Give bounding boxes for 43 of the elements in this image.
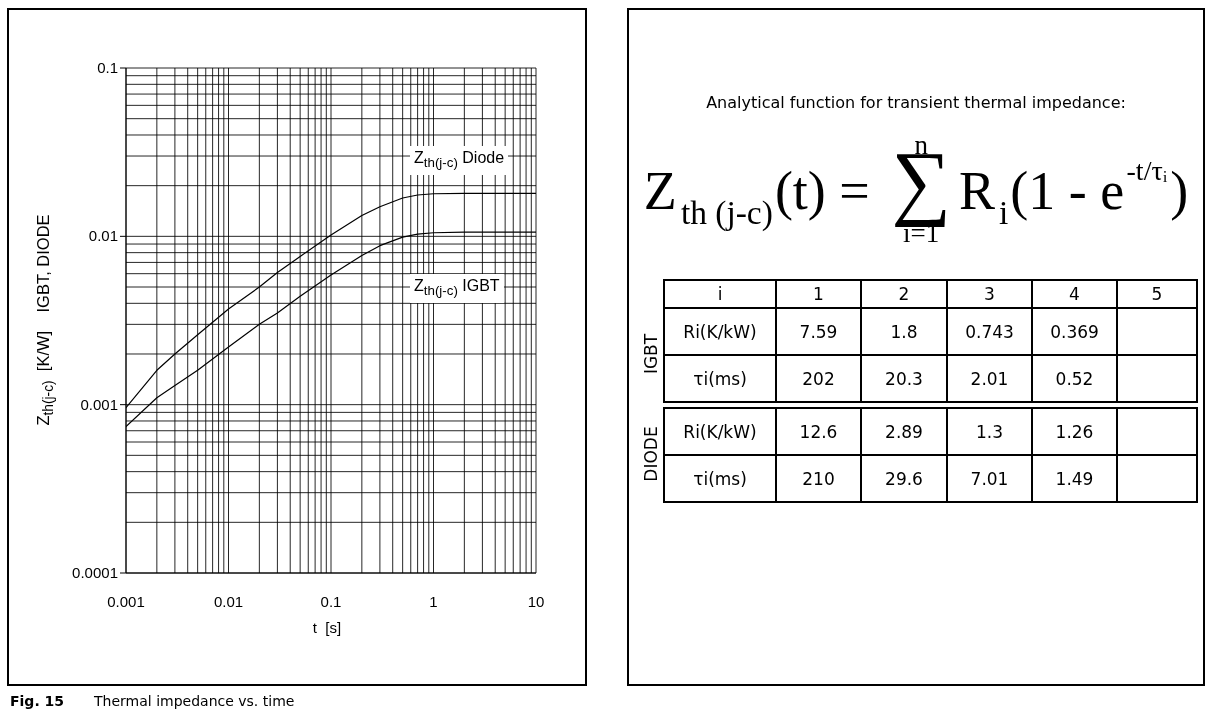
x-axis-title: i (717, 284, 723, 304)
x-tick-label: 0.1 (320, 593, 342, 610)
x-tick-label: 10 (527, 593, 545, 610)
text: Z$_{th(j-c)}$ IGBT (414, 277, 500, 299)
data-label: 0.743 (947, 308, 1032, 355)
y-tick-label: 0.1 (97, 59, 118, 76)
data-label: 1.3 (947, 408, 1032, 455)
data-label: 2.89 (861, 408, 947, 455)
data-label: 202 (776, 355, 861, 402)
y-axis-title: DIODE (641, 426, 661, 482)
data-label: 1.49 (1032, 455, 1117, 502)
y-tick-label: 0.001 (80, 395, 118, 413)
x-tick-label: 2 (898, 284, 910, 304)
caption: Fig. 15 (10, 693, 65, 709)
x-tick-label: 1 (813, 284, 824, 304)
data-label: 0.369 (1032, 308, 1117, 355)
y-tick-label: 0.01 (88, 227, 118, 245)
text: Analytical function for transient thermal impedance: (706, 93, 1126, 112)
x-tick-label: 5 (1151, 284, 1163, 304)
y-axis-title: IGBT (641, 333, 661, 375)
data-label: 0.52 (1032, 355, 1117, 402)
text: Thermal impedance vs. time (94, 693, 295, 709)
x-tick-label: 0.001 (107, 593, 145, 610)
y-tick-label: Ri(K/kW) (683, 321, 757, 342)
data-label: 20.3 (861, 355, 947, 402)
data-label: 7.01 (947, 455, 1032, 502)
y-tick-label: τi(ms) (693, 368, 747, 389)
x-tick-label: 4 (1069, 284, 1080, 304)
data-label: 1.26 (1032, 408, 1117, 455)
data-label: 7.59 (776, 308, 861, 355)
data-label: 210 (776, 455, 861, 502)
series-label: Z$_{th(j-c)}$ Diode (414, 149, 505, 171)
data-label: 2.01 (947, 355, 1032, 402)
y-tick-label: 0.0001 (72, 564, 118, 581)
x-tick-label: 1 (429, 593, 438, 610)
y-tick-label: Ri(K/kW) (683, 421, 757, 442)
data-label: 29.6 (861, 455, 947, 502)
x-tick-label: 0.01 (213, 593, 244, 610)
data-label: 12.6 (776, 408, 861, 455)
x-tick-label: 3 (984, 284, 995, 304)
x-axis-title: t [s] (312, 619, 342, 636)
data-label: 1.8 (861, 308, 947, 355)
y-tick-label: τi(ms) (693, 468, 747, 489)
